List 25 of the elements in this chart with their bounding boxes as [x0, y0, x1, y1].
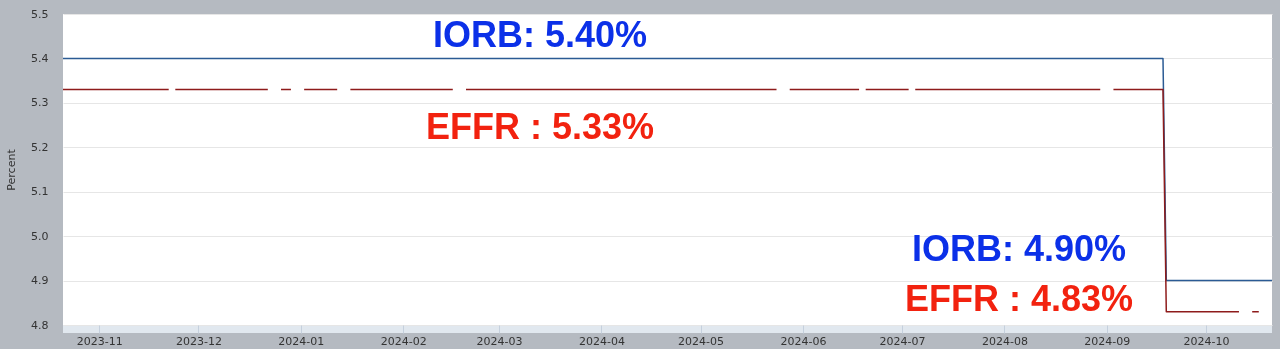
- x-tick-label: 2024-07: [879, 334, 926, 348]
- y-tick-label: 5.5: [31, 7, 49, 21]
- x-tick-label: 2024-08: [981, 334, 1028, 348]
- annotation: IORB: 4.90%: [911, 228, 1127, 269]
- y-tick-label: 4.8: [31, 318, 49, 332]
- y-tick-label: 5.0: [31, 229, 49, 243]
- y-tick-label: 5.4: [31, 51, 49, 65]
- x-tick-label: 2024-02: [380, 334, 427, 348]
- annotation: EFFR : 4.83%: [904, 278, 1134, 319]
- y-tick-label: 5.1: [31, 185, 49, 199]
- x-tick-label: 2024-05: [678, 334, 725, 348]
- y-tick-label: 4.9: [31, 274, 49, 288]
- x-tick-label: 2023-12: [175, 334, 222, 348]
- annotation: EFFR : 5.33%: [425, 106, 655, 147]
- x-tick-label: 2024-04: [578, 334, 625, 348]
- x-tick-label: 2023-11: [76, 334, 123, 348]
- x-tick-label: 2024-09: [1084, 334, 1131, 348]
- x-tick-label: 2024-10: [1183, 334, 1230, 348]
- y-tick-label: 5.2: [31, 140, 49, 154]
- annotation: IORB: 5.40%: [432, 14, 648, 55]
- x-tick-label: 2024-03: [476, 334, 523, 348]
- x-tick-label: 2024-06: [780, 334, 827, 348]
- x-tick-label: 2024-01: [278, 334, 325, 348]
- y-axis-title: Percent: [5, 148, 19, 191]
- y-tick-label: 5.3: [31, 96, 49, 110]
